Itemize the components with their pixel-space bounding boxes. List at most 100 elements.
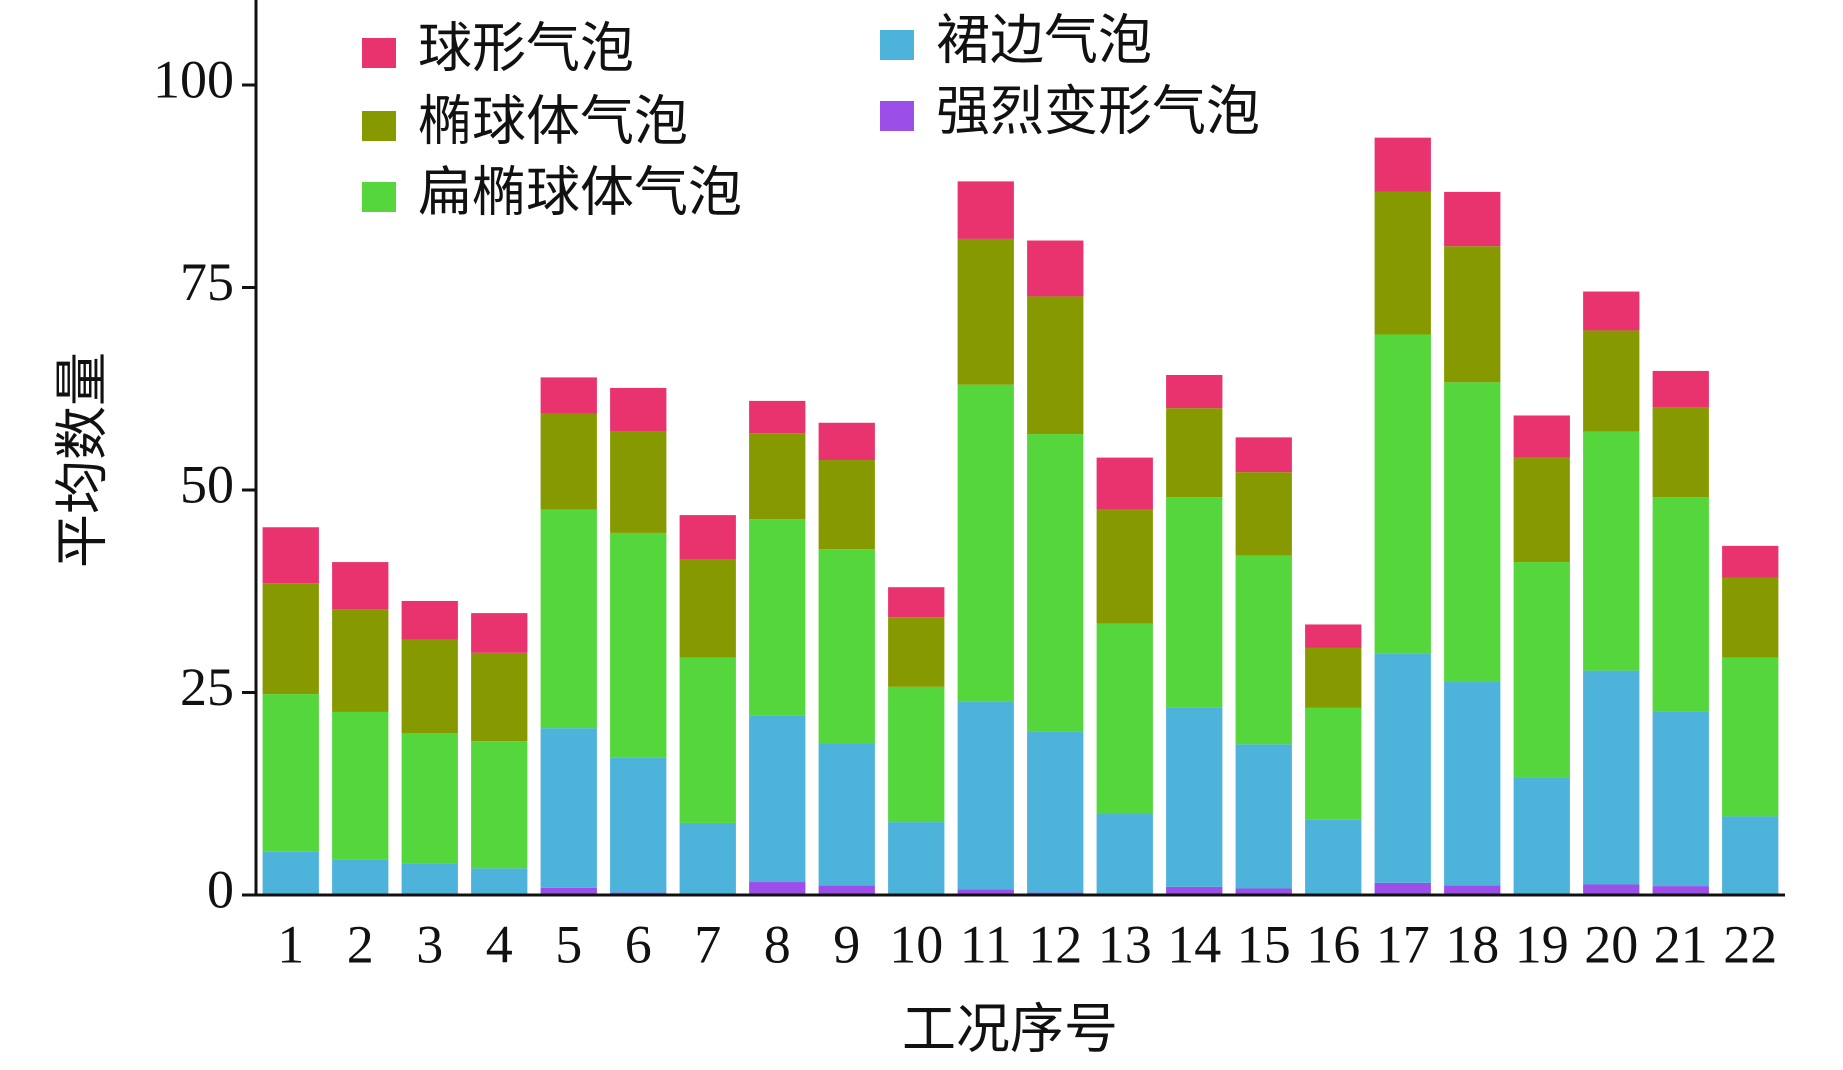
bar-segment bbox=[262, 851, 319, 895]
bar-segment bbox=[1444, 382, 1501, 682]
x-tick-label: 17 bbox=[1376, 914, 1430, 974]
bar-segment bbox=[1374, 137, 1431, 192]
bar-segment bbox=[818, 460, 875, 550]
bar-segment bbox=[1652, 370, 1709, 408]
y-tick-label: 0 bbox=[207, 859, 234, 919]
bar-segment bbox=[1305, 647, 1362, 708]
bar-segment bbox=[1096, 623, 1153, 814]
bar-segment bbox=[1235, 744, 1292, 889]
bar-segment bbox=[1027, 296, 1084, 435]
bar-segment bbox=[1583, 431, 1640, 671]
bar-segment bbox=[749, 882, 806, 895]
x-tick-label: 16 bbox=[1306, 914, 1360, 974]
bar-segment bbox=[1027, 240, 1084, 297]
bar-segment bbox=[1513, 777, 1570, 895]
x-tick-label: 20 bbox=[1584, 914, 1638, 974]
legend-swatch bbox=[362, 38, 396, 68]
bar-segment bbox=[818, 743, 875, 886]
bar-segment bbox=[401, 733, 458, 864]
bar-segment bbox=[1235, 472, 1292, 556]
legend-swatch bbox=[880, 30, 914, 60]
x-tick-label: 10 bbox=[889, 914, 943, 974]
bar-segment bbox=[1374, 191, 1431, 335]
bar-segment bbox=[1513, 562, 1570, 778]
bar-segment bbox=[679, 559, 736, 658]
bar-segment bbox=[1583, 291, 1640, 331]
bar-segment bbox=[1444, 246, 1501, 383]
legend-swatch bbox=[362, 182, 396, 212]
bar-segment bbox=[1652, 407, 1709, 498]
bar-segment bbox=[1583, 330, 1640, 432]
y-tick-label: 25 bbox=[180, 657, 234, 717]
bar-segment bbox=[1652, 886, 1709, 895]
bar-segment bbox=[1374, 334, 1431, 654]
bar-segment bbox=[888, 617, 945, 687]
bar-segment bbox=[1722, 577, 1779, 658]
y-axis-label: 平均数量 bbox=[52, 352, 112, 568]
x-tick-label: 12 bbox=[1028, 914, 1082, 974]
bar-segment bbox=[1722, 657, 1779, 817]
x-tick-label: 1 bbox=[277, 914, 304, 974]
bar-segment bbox=[540, 377, 597, 414]
x-tick-label: 3 bbox=[416, 914, 443, 974]
x-tick-label: 2 bbox=[347, 914, 374, 974]
bar-segment bbox=[1305, 624, 1362, 648]
bar-segment bbox=[679, 657, 736, 823]
bar-segment bbox=[1235, 555, 1292, 745]
legend-label: 椭球体气泡 bbox=[418, 91, 688, 151]
bar-segment bbox=[1722, 816, 1779, 895]
bar-segment bbox=[1444, 681, 1501, 886]
x-tick-label: 4 bbox=[486, 914, 513, 974]
bar-segment bbox=[401, 600, 458, 640]
bar-segment bbox=[749, 715, 806, 883]
bar-segment bbox=[1166, 707, 1223, 887]
x-tick-label: 11 bbox=[960, 914, 1012, 974]
bar-segment bbox=[401, 639, 458, 733]
bar-segment bbox=[1374, 653, 1431, 883]
bar-segment bbox=[888, 686, 945, 823]
bar-segment bbox=[1096, 509, 1153, 624]
bar-segment bbox=[749, 519, 806, 716]
bar-segment bbox=[957, 181, 1014, 239]
bar-segment bbox=[610, 387, 667, 432]
bar-segment bbox=[888, 822, 945, 895]
bar-segment bbox=[1722, 545, 1779, 578]
y-tick-label: 50 bbox=[180, 454, 234, 514]
bar-segment bbox=[888, 587, 945, 618]
bar-segment bbox=[749, 400, 806, 434]
legend-label: 扁椭球体气泡 bbox=[418, 162, 742, 222]
bar-segment bbox=[471, 613, 528, 653]
bar-segment bbox=[818, 549, 875, 744]
bar-segment bbox=[957, 238, 1014, 385]
bar-segment bbox=[1027, 731, 1084, 893]
bar-segment bbox=[957, 384, 1014, 702]
bar-segment bbox=[1166, 408, 1223, 498]
bar-segment bbox=[1096, 814, 1153, 895]
bar-segment bbox=[1235, 437, 1292, 473]
bar-segment bbox=[610, 431, 667, 533]
x-tick-label: 13 bbox=[1098, 914, 1152, 974]
bar-segment bbox=[471, 652, 528, 742]
bar-segment bbox=[749, 433, 806, 520]
bar-segment bbox=[957, 701, 1014, 890]
bar-segment bbox=[1444, 191, 1501, 247]
y-tick-label: 100 bbox=[153, 49, 234, 109]
bar-segment bbox=[1096, 457, 1153, 510]
bar-segment bbox=[818, 885, 875, 895]
bar-segment bbox=[540, 728, 597, 888]
bar-segment bbox=[262, 527, 319, 584]
bar-segment bbox=[1166, 886, 1223, 895]
bar-segment bbox=[1166, 374, 1223, 409]
bar-segment bbox=[332, 562, 389, 610]
bar-segment bbox=[1513, 415, 1570, 458]
bar-segment bbox=[610, 532, 667, 758]
x-tick-label: 7 bbox=[694, 914, 721, 974]
bar-segment bbox=[679, 822, 736, 895]
bar-segment bbox=[1305, 819, 1362, 895]
bar-segment bbox=[1166, 497, 1223, 708]
bar-segment bbox=[1513, 457, 1570, 563]
x-tick-label: 14 bbox=[1167, 914, 1221, 974]
bar-segment bbox=[1652, 711, 1709, 887]
bar-segment bbox=[471, 741, 528, 869]
